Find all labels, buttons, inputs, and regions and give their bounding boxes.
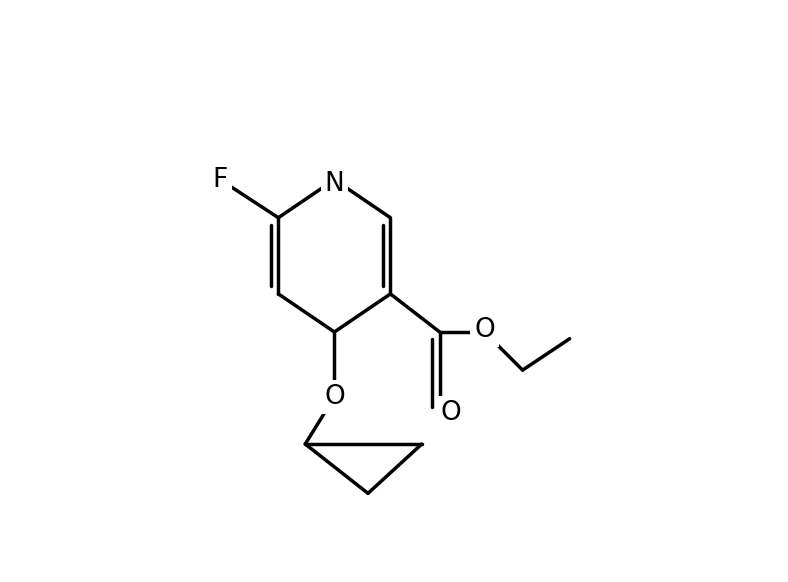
Text: O: O bbox=[324, 384, 345, 410]
Text: O: O bbox=[440, 400, 461, 425]
Text: O: O bbox=[474, 317, 495, 343]
Text: F: F bbox=[213, 166, 228, 193]
Text: N: N bbox=[325, 171, 344, 197]
